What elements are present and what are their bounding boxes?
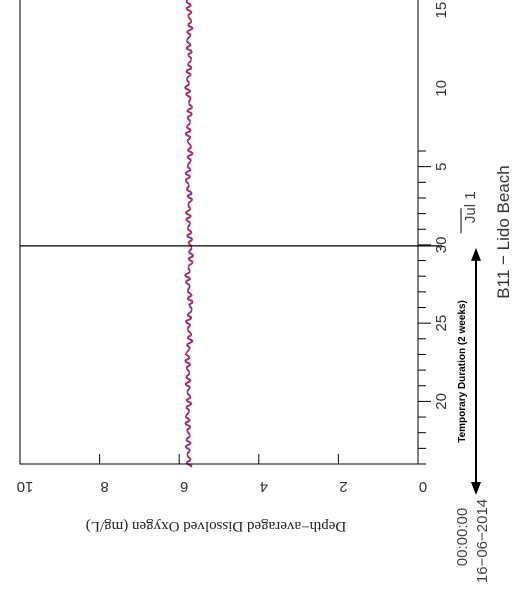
x-tick-label-3: 5 — [433, 162, 450, 170]
y-axis-title: Depth−averaged Dissolved Oxygen (mg/L) — [86, 518, 346, 534]
y-tick-label-1: 2 — [339, 478, 347, 495]
series-line-red — [184, 0, 194, 468]
y-tick-label-2: 4 — [260, 478, 268, 495]
duration-arrow-head-top — [471, 247, 481, 261]
x-tick-label-4: 10 — [433, 80, 450, 97]
x-tick-label-5: 15 — [433, 2, 450, 19]
x-tick-label-0: 20 — [433, 393, 450, 410]
label-layer: 02468102025305101520 — [17, 2, 450, 495]
y-tick-label-5: 10 — [17, 478, 34, 495]
x-start-date-label: 16−06−2014 — [474, 499, 491, 583]
x-tick-label-1: 25 — [433, 315, 450, 332]
station-label: B11 − Lido Beach — [494, 165, 513, 298]
plot-layer — [183, 0, 195, 468]
month-marker-label: Jul 1 — [462, 191, 479, 223]
duration-annotation-label: Temporary Duration (2 weeks) — [457, 300, 468, 443]
x-start-time-label: 00:00:00 — [454, 508, 471, 566]
y-tick-label-3: 6 — [180, 478, 188, 495]
y-tick-label-4: 8 — [100, 478, 108, 495]
duration-arrow-head-bottom — [471, 482, 481, 495]
plot-frame — [19, 0, 419, 465]
x-tick-label-2: 30 — [433, 237, 450, 254]
y-tick-label-0: 0 — [419, 478, 427, 495]
